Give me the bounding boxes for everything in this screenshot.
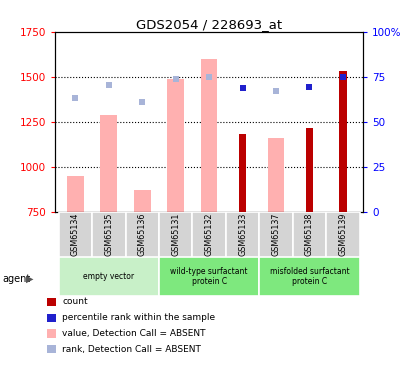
- Text: GSM65133: GSM65133: [238, 213, 246, 256]
- Text: value, Detection Call = ABSENT: value, Detection Call = ABSENT: [62, 329, 205, 338]
- Text: count: count: [62, 297, 88, 306]
- Text: GSM65134: GSM65134: [71, 213, 80, 256]
- Bar: [159, 212, 192, 257]
- Bar: [238, 134, 246, 212]
- Bar: [67, 176, 83, 212]
- Bar: [225, 212, 258, 257]
- Text: GSM65135: GSM65135: [104, 213, 113, 256]
- Bar: [258, 212, 292, 257]
- Bar: [338, 70, 346, 212]
- Bar: [292, 212, 325, 257]
- Bar: [305, 128, 312, 212]
- Text: empty vector: empty vector: [83, 272, 134, 281]
- Bar: [92, 212, 125, 257]
- Text: GSM65131: GSM65131: [171, 213, 180, 256]
- Bar: [192, 212, 225, 257]
- Text: ▶: ▶: [26, 274, 33, 284]
- Bar: [100, 115, 117, 212]
- Bar: [167, 79, 184, 212]
- Text: GSM65132: GSM65132: [204, 213, 213, 256]
- Bar: [325, 212, 359, 257]
- Text: GSM65136: GSM65136: [137, 213, 146, 256]
- Bar: [125, 212, 159, 257]
- Bar: [200, 59, 217, 212]
- Bar: [267, 138, 283, 212]
- Bar: [58, 212, 92, 257]
- Text: percentile rank within the sample: percentile rank within the sample: [62, 313, 215, 322]
- Text: wild-type surfactant
protein C: wild-type surfactant protein C: [170, 267, 247, 286]
- Bar: [58, 257, 159, 296]
- Text: misfolded surfactant
protein C: misfolded surfactant protein C: [269, 267, 348, 286]
- Title: GDS2054 / 228693_at: GDS2054 / 228693_at: [136, 18, 281, 31]
- Text: agent: agent: [2, 274, 30, 284]
- Bar: [258, 257, 359, 296]
- Text: rank, Detection Call = ABSENT: rank, Detection Call = ABSENT: [62, 345, 201, 354]
- Text: GSM65138: GSM65138: [304, 213, 313, 256]
- Text: GSM65139: GSM65139: [337, 213, 346, 256]
- Bar: [159, 257, 258, 296]
- Text: GSM65137: GSM65137: [271, 213, 280, 256]
- Bar: [134, 190, 150, 212]
